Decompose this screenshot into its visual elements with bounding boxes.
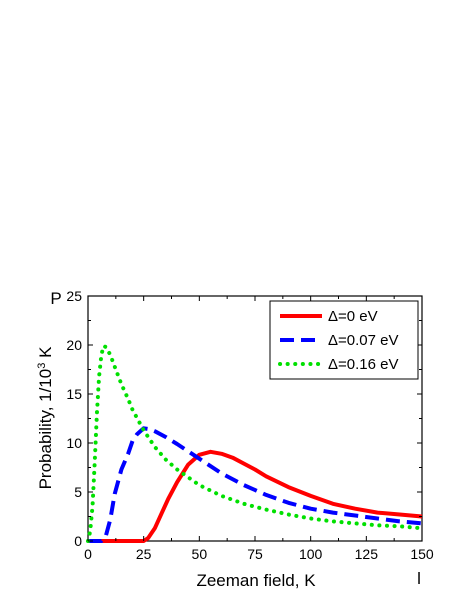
y-tick-label: 20 xyxy=(66,337,82,353)
y-axis-title-superscript: 3 xyxy=(36,363,48,369)
y-axis-title-unit: K xyxy=(36,346,55,363)
y-tick-label: 5 xyxy=(74,484,82,500)
series-line-2 xyxy=(86,344,424,543)
x-tick-label: 25 xyxy=(136,546,152,562)
x-tick-label: 150 xyxy=(410,546,434,562)
legend-label: Δ=0.07 eV xyxy=(328,332,399,349)
x-corner-label: l xyxy=(417,569,421,588)
y-tick-label: 25 xyxy=(66,288,82,304)
y-axis-title: Probability, 1/103 K xyxy=(36,346,55,490)
x-tick-label: 0 xyxy=(84,546,92,562)
x-tick-label: 125 xyxy=(355,546,379,562)
y-tick-label: 15 xyxy=(66,386,82,402)
legend-label: Δ=0 eV xyxy=(328,308,378,325)
x-tick-label: 75 xyxy=(247,546,263,562)
x-axis-title: Zeeman field, K xyxy=(196,571,316,590)
series-line-1 xyxy=(88,426,423,543)
y-tick-label: 0 xyxy=(74,533,82,549)
y-axis-title-main: Probability, 1/10 xyxy=(36,369,55,490)
y-corner-label: P xyxy=(50,289,61,308)
legend: Δ=0 eV Δ=0.07 eV Δ=0.16 eV xyxy=(269,300,419,380)
ticks-layer: 0 25 50 75 100 125 150 0 5 10 15 20 25 xyxy=(66,288,433,562)
x-tick-label: 50 xyxy=(192,546,208,562)
legend-label: Δ=0.16 eV xyxy=(328,356,399,373)
series-line-0 xyxy=(88,449,423,543)
y-tick-label: 10 xyxy=(66,435,82,451)
x-tick-label: 100 xyxy=(299,546,323,562)
